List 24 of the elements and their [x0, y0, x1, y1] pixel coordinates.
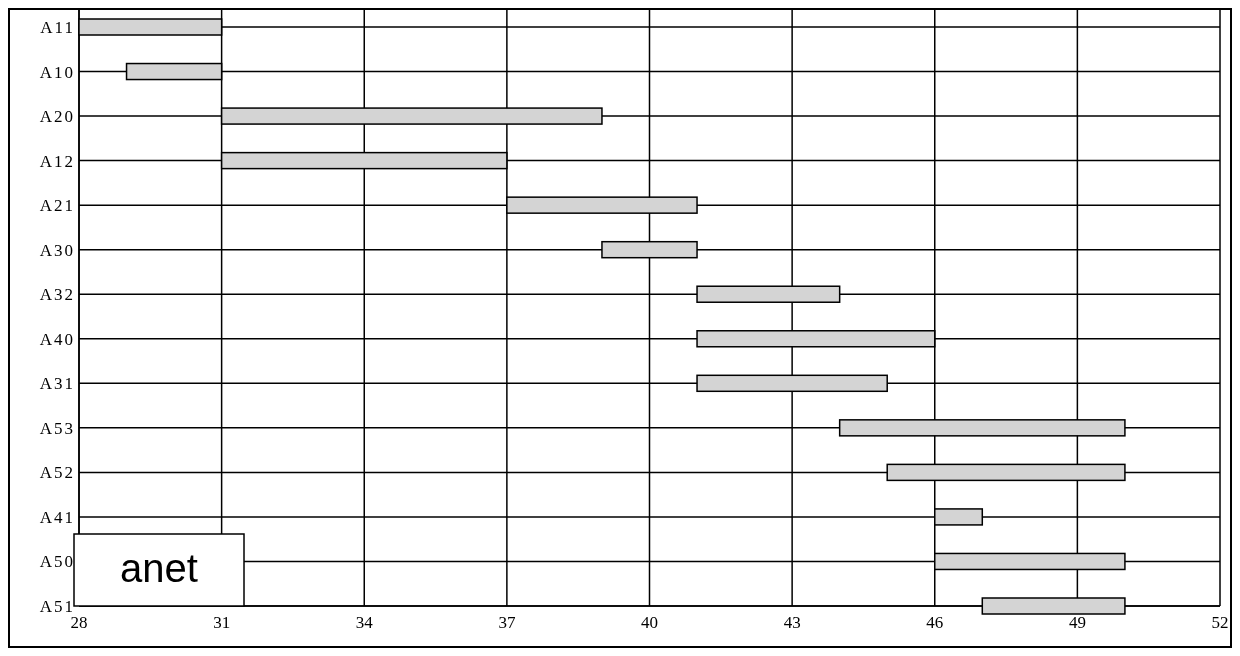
y-tick-label: A53: [39, 418, 75, 438]
y-tick-label: A50: [39, 552, 75, 572]
y-tick-label: A52: [39, 463, 75, 483]
y-tick-label: A12: [39, 151, 75, 171]
y-tick-label: A21: [39, 196, 75, 216]
annotation: anet: [120, 546, 198, 590]
x-tick-label: 52: [1211, 613, 1229, 632]
y-tick-label: A40: [39, 329, 75, 349]
x-tick-label: 37: [498, 613, 516, 632]
y-tick-label: A20: [39, 107, 75, 127]
x-tick-label: 40: [641, 613, 658, 632]
y-tick-label: A51: [39, 597, 75, 616]
x-tick-label: 28: [70, 613, 88, 632]
y-tick-label: A30: [39, 240, 75, 260]
x-tick-label: 34: [355, 613, 374, 632]
x-tick-label: 49: [1068, 613, 1086, 632]
x-tick-label: 31: [213, 613, 231, 632]
y-tick-label: A10: [39, 62, 75, 82]
y-tick-label: A41: [39, 507, 75, 527]
y-tick-label: A11: [40, 18, 75, 37]
x-tick-label: 43: [783, 613, 801, 632]
x-tick-label: 46: [926, 613, 944, 632]
y-tick-label: A32: [39, 285, 75, 305]
y-tick-label: A31: [39, 374, 75, 394]
